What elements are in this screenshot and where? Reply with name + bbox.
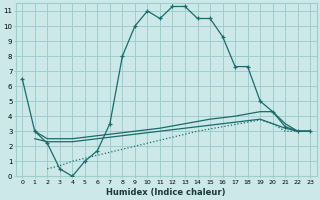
X-axis label: Humidex (Indice chaleur): Humidex (Indice chaleur) <box>107 188 226 197</box>
